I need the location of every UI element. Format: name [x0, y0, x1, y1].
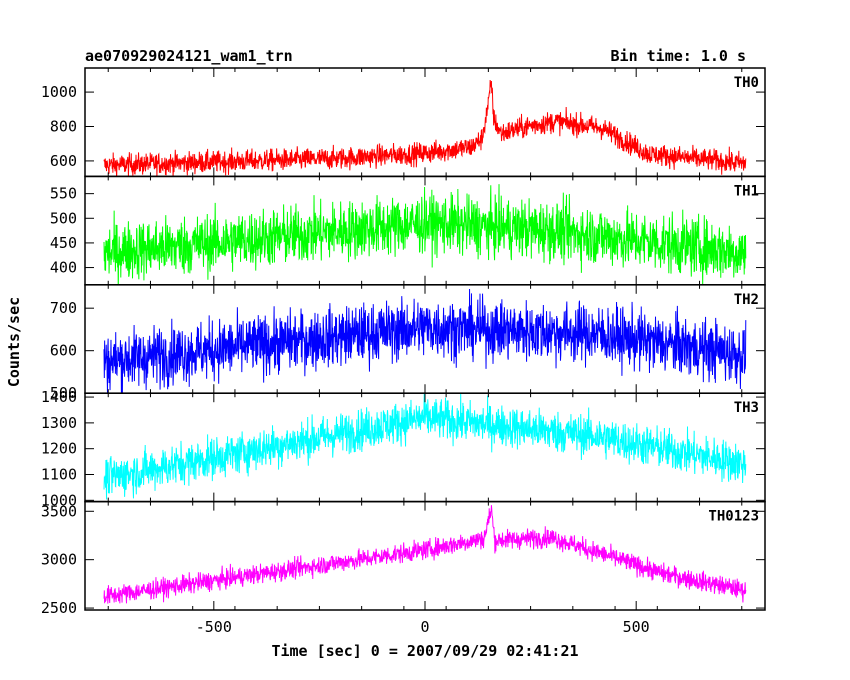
panel-th0: 600 800 1000 TH0 [41, 67, 766, 178]
y-tick-label: 450 [50, 234, 77, 252]
panel-label: TH1 [734, 183, 759, 199]
y-tick-label: 500 [50, 209, 77, 227]
y-tick-label: 1000 [41, 83, 77, 101]
series-th2 [103, 288, 747, 394]
y-tick-label: 3000 [41, 551, 77, 569]
y-tick-label: 2500 [41, 599, 77, 617]
panel-frame [84, 67, 766, 178]
panel-label: TH3 [734, 400, 759, 416]
panel-label: TH0 [734, 75, 759, 91]
y-tick-label: 500 [50, 384, 77, 402]
y-tick-label: 1000 [41, 491, 77, 509]
panel-th0123: 2500 3000 3500 TH0123 [41, 500, 766, 617]
y-tick-label: 600 [50, 342, 77, 360]
bin-time-label: Bin time: 1.0 s [611, 47, 746, 65]
y-tick-label: 3500 [41, 502, 77, 520]
x-tick-label: 0 [420, 618, 429, 636]
y-axis-title: Counts/sec [5, 297, 23, 387]
y-tick-label: 1200 [41, 440, 77, 458]
x-axis-title: Time [sec] 0 = 2007/09/29 02:41:21 [271, 642, 578, 660]
y-tick-label: 600 [50, 152, 77, 170]
y-tick-label: 1300 [41, 414, 77, 432]
y-tick-label: 800 [50, 118, 77, 136]
y-tick-label: 1100 [41, 466, 77, 484]
y-tick-label: 1400 [41, 388, 77, 406]
y-tick-label: 550 [50, 185, 77, 203]
x-axis: -500 0 500 [196, 618, 650, 636]
panel-label: TH0123 [708, 509, 759, 525]
y-tick-label: 400 [50, 259, 77, 277]
panels-group: 600 800 1000 TH0 400 450 500 550 TH1 500 600 700 TH2… [41, 67, 766, 617]
series-th3 [103, 393, 747, 500]
panel-th3: 1000 1100 1200 1300 1400 TH3 [41, 388, 766, 509]
panel-label: TH2 [734, 292, 759, 308]
series-th0123 [103, 505, 747, 604]
series-th0 [103, 79, 747, 177]
series-th1 [103, 184, 747, 285]
panel-th2: 500 600 700 TH2 [50, 284, 766, 402]
panel-th1: 400 450 500 550 TH1 [50, 175, 766, 286]
x-tick-label: 500 [623, 618, 650, 636]
x-tick-label: -500 [196, 618, 232, 636]
chart-title: ae070929024121_wam1_trn [85, 47, 293, 65]
y-tick-label: 700 [50, 299, 77, 317]
